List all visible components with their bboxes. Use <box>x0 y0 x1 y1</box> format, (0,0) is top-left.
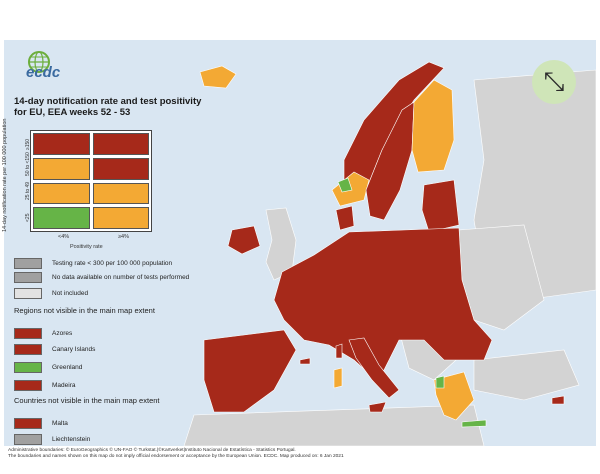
region-item: Canary Islands <box>14 343 96 355</box>
matrix-grid <box>30 130 152 232</box>
legend-item: Not included <box>14 287 89 299</box>
map-title: 14-day notification rate and test positi… <box>14 96 202 118</box>
matrix-y-axis-label: 14-day notification rate per 100 000 pop… <box>2 118 8 232</box>
logo-text: ecdc <box>26 64 61 81</box>
regions-heading: Regions not visible in the main map exte… <box>14 306 155 315</box>
matrix-cell <box>33 133 90 155</box>
baltics-region <box>421 179 460 233</box>
region-label: Greenland <box>52 363 83 371</box>
country-label: Malta <box>52 419 68 427</box>
turkey-landmass <box>473 349 580 401</box>
sicily-region <box>368 401 387 413</box>
sardinia-region <box>333 367 343 389</box>
corsica-region <box>335 343 343 359</box>
iceland-region <box>199 65 237 89</box>
denmark-region <box>335 205 355 231</box>
country-swatch <box>14 433 42 445</box>
country-swatch <box>14 417 42 429</box>
region-item: Madeira <box>14 379 76 391</box>
legend-label: Testing rate < 300 per 100 000 populatio… <box>52 259 173 267</box>
country-item: Liechtenstein <box>14 433 91 445</box>
greece-green-region <box>435 375 445 389</box>
finland-region <box>411 79 455 173</box>
legend-label: Not included <box>52 289 89 297</box>
legend-swatch <box>14 271 42 283</box>
ireland-region <box>227 225 261 255</box>
matrix-cell <box>92 133 149 155</box>
balearic-region <box>299 357 311 365</box>
matrix-x-tick: ≥4% <box>118 234 129 240</box>
crete-region <box>461 419 487 428</box>
iberia-region <box>203 329 297 413</box>
matrix-cell <box>92 182 149 205</box>
region-label: Azores <box>52 329 73 337</box>
region-item: Greenland <box>14 361 83 373</box>
region-swatch <box>14 343 42 355</box>
matrix-cell <box>33 182 90 205</box>
region-label: Madeira <box>52 381 76 389</box>
countries-heading: Countries not visible in the main map ex… <box>14 396 160 405</box>
region-label: Canary Islands <box>52 345 96 353</box>
italy-region <box>348 337 400 399</box>
globe-logo-icon <box>28 51 50 73</box>
legend-swatch <box>14 257 42 269</box>
country-item: Malta <box>14 417 68 429</box>
region-swatch <box>14 361 42 373</box>
matrix-cell <box>33 207 90 229</box>
cyprus-region <box>551 395 565 405</box>
region-swatch <box>14 327 42 339</box>
map-footer: Administrative boundaries: © EuroGeograp… <box>8 448 588 460</box>
legend-label: No data available on number of tests per… <box>52 273 190 281</box>
matrix-cell <box>92 157 149 180</box>
europe-map <box>183 61 596 446</box>
mainland-eu-region <box>273 227 493 381</box>
legend-swatch <box>14 287 42 299</box>
matrix-x-axis-label: Positivity rate <box>70 244 103 250</box>
region-item: Azores <box>14 327 73 339</box>
footer-line: Administrative boundaries: © EuroGeograp… <box>8 448 296 453</box>
expand-arrows-icon[interactable]: ⤡ <box>532 60 576 104</box>
country-label: Liechtenstein <box>52 435 91 443</box>
norway-green-region <box>337 177 353 193</box>
footer-line: The boundaries and names shown on this m… <box>8 454 344 459</box>
legend-item: Testing rate < 300 per 100 000 populatio… <box>14 257 173 269</box>
matrix-cell <box>33 157 90 180</box>
legend-item: No data available on number of tests per… <box>14 271 190 283</box>
matrix-x-tick: <4% <box>58 234 70 240</box>
region-swatch <box>14 379 42 391</box>
matrix-cell <box>92 207 149 229</box>
